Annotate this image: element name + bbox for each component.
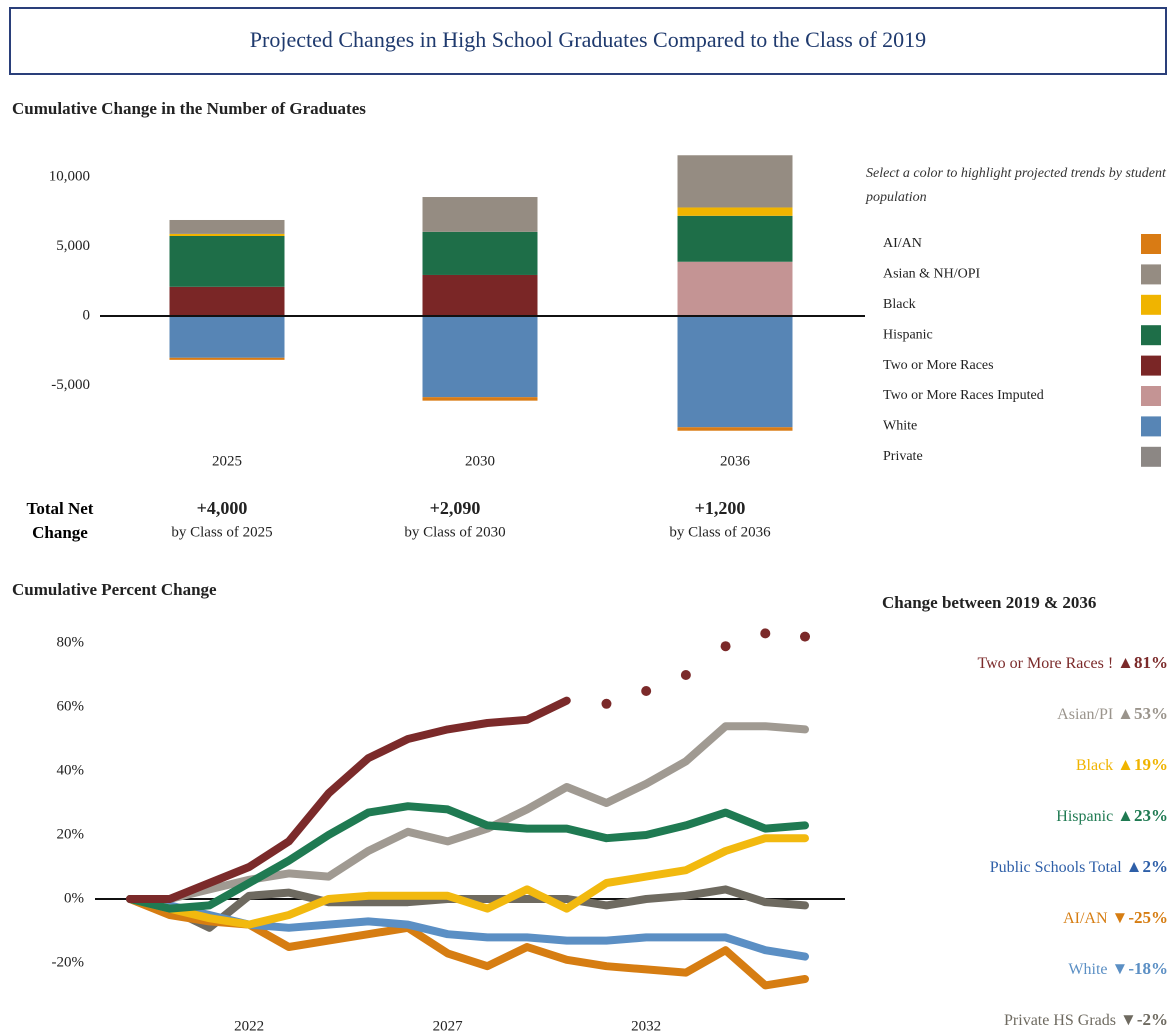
series-line — [126, 696, 571, 903]
y-tick-label: -20% — [52, 954, 85, 970]
series-line — [126, 722, 809, 903]
change-item: Two or More Races ! ▲81% — [977, 653, 1168, 672]
line-dot — [760, 628, 771, 639]
y-tick-label: 0% — [64, 890, 84, 906]
bar-chart-title: Cumulative Change in the Number of Gradu… — [12, 99, 366, 118]
series-line — [126, 802, 809, 913]
net-change-value: +4,000 — [197, 498, 248, 518]
change-item: White ▼-18% — [1068, 959, 1168, 978]
bar-segment — [169, 233, 285, 236]
line-dot — [641, 686, 652, 696]
net-change-note: by Class of 2036 — [669, 524, 771, 540]
bar-segment — [422, 274, 538, 317]
y-tick-label: 10,000 — [49, 168, 90, 184]
line-dot — [601, 698, 612, 709]
bar-segment — [677, 215, 793, 262]
change-label: Black — [1076, 757, 1113, 774]
bar-segment — [677, 427, 793, 431]
change-value: ▲19% — [1117, 755, 1168, 774]
legend-label: Private — [883, 449, 923, 464]
change-label: AI/AN — [1063, 910, 1108, 927]
legend-label: Two or More Races Imputed — [883, 388, 1044, 403]
change-label: Public Schools Total — [990, 859, 1122, 876]
page-title: Projected Changes in High School Graduat… — [250, 27, 926, 52]
bar-segment — [169, 235, 285, 287]
title-box — [9, 7, 1167, 75]
legend-swatch[interactable] — [1141, 264, 1161, 285]
legend-swatch[interactable] — [1141, 294, 1161, 315]
x-tick-label: 2022 — [234, 1018, 264, 1034]
line-dot — [800, 631, 810, 642]
bar-segment — [422, 197, 538, 232]
bar-segment — [169, 357, 285, 360]
legend-label: Two or More Races — [883, 358, 994, 373]
change-item: Private HS Grads ▼-2% — [1004, 1010, 1168, 1029]
legend-swatch[interactable] — [1141, 325, 1161, 346]
change-label: White — [1068, 961, 1107, 978]
change-value: ▼-25% — [1112, 908, 1169, 927]
bar-segment — [422, 231, 538, 275]
bar-segment — [422, 397, 538, 401]
y-tick-label: -5,000 — [51, 377, 90, 393]
net-change-label: Total Net Change — [26, 499, 94, 542]
change-item: Public Schools Total ▲2% — [990, 857, 1168, 876]
bar-segment — [677, 207, 793, 216]
legend-label: Hispanic — [883, 327, 933, 342]
bar-segment — [677, 261, 793, 317]
y-tick-label: 5,000 — [56, 238, 90, 254]
change-label: Asian/PI — [1057, 706, 1113, 723]
legend-label: Asian & NH/OPI — [883, 267, 981, 282]
change-item: Hispanic ▲23% — [1056, 806, 1168, 825]
line-dot — [680, 670, 691, 680]
y-tick-label: 60% — [57, 698, 85, 714]
y-tick-label: 40% — [57, 762, 85, 778]
change-value: ▲2% — [1126, 857, 1168, 876]
legend-label: AI/AN — [883, 236, 922, 251]
change-value: ▼-18% — [1112, 959, 1169, 978]
legend-swatch[interactable] — [1141, 416, 1161, 437]
bar-segment — [677, 155, 793, 208]
y-tick-label: 80% — [57, 634, 85, 650]
change-label: Two or More Races ! — [977, 655, 1113, 672]
net-change-value: +1,200 — [695, 498, 746, 518]
legend-title: Select a color to highlight projected tr… — [866, 166, 1166, 205]
bar-segment — [169, 219, 285, 234]
change-value: ▲23% — [1117, 806, 1168, 825]
x-tick-label: 2032 — [631, 1018, 661, 1034]
change-value: ▼-2% — [1120, 1010, 1168, 1029]
change-item: AI/AN ▼-25% — [1063, 908, 1168, 927]
bar-segment — [169, 316, 285, 358]
y-tick-label: 20% — [57, 826, 85, 842]
x-tick-label: 2036 — [720, 453, 751, 469]
change-value: ▲53% — [1117, 704, 1168, 723]
change-list-title: Change between 2019 & 2036 — [882, 593, 1096, 612]
series-line — [126, 834, 809, 929]
net-change-note: by Class of 2030 — [404, 524, 505, 540]
bar-segment — [169, 286, 285, 317]
legend-label: Black — [883, 297, 916, 312]
x-tick-label: 2030 — [465, 453, 495, 469]
legend-swatch[interactable] — [1141, 355, 1161, 376]
line-dot — [720, 641, 731, 652]
legend-swatch[interactable] — [1141, 234, 1161, 254]
change-value: ▲81% — [1117, 653, 1168, 672]
bar-segment — [422, 316, 538, 398]
net-change-note: by Class of 2025 — [171, 524, 272, 540]
legend-swatch[interactable] — [1141, 386, 1161, 406]
change-label: Private HS Grads — [1004, 1012, 1116, 1029]
change-label: Hispanic — [1056, 808, 1113, 825]
net-change-value: +2,090 — [430, 498, 481, 518]
x-tick-label: 2027 — [433, 1018, 464, 1034]
line-chart-title: Cumulative Percent Change — [12, 580, 217, 599]
bar-segment — [677, 316, 793, 428]
x-tick-label: 2025 — [212, 453, 242, 469]
legend-swatch[interactable] — [1141, 446, 1161, 467]
y-tick-label: 0 — [83, 307, 91, 323]
legend-label: White — [883, 419, 917, 434]
change-item: Black ▲19% — [1076, 755, 1168, 774]
change-item: Asian/PI ▲53% — [1057, 704, 1168, 723]
